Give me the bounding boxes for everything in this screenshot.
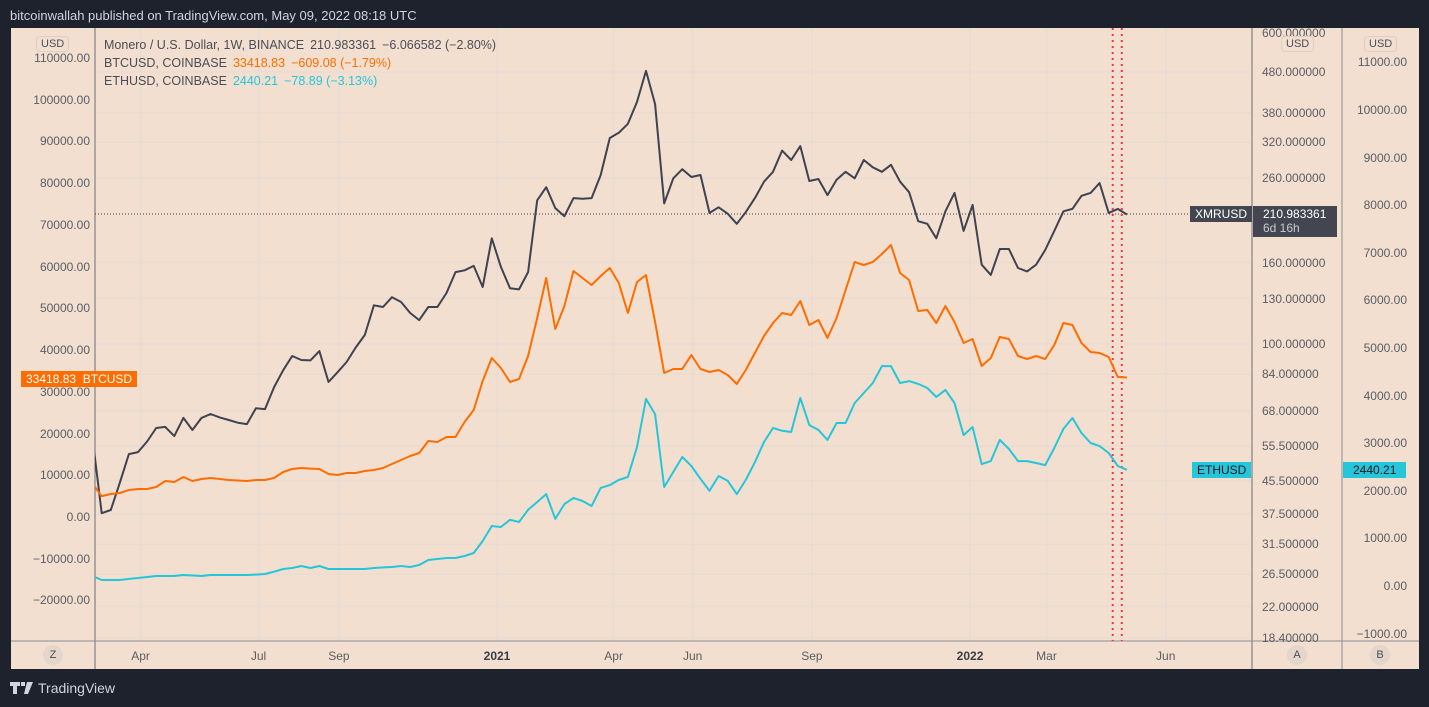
zoom-button[interactable]: Z bbox=[43, 645, 63, 665]
legend-row-btc[interactable]: BTCUSD, COINBASE 33418.83 −609.08 (−1.79%) bbox=[104, 56, 397, 70]
right-axis-tick: 7000.00 bbox=[1363, 245, 1407, 260]
auto-scale-button[interactable]: A bbox=[1287, 645, 1307, 665]
time-axis-tick: Sep bbox=[801, 649, 823, 663]
left-axis-tick: 10000.00 bbox=[39, 468, 90, 483]
legend-eth-name: ETHUSD, COINBASE bbox=[104, 74, 227, 88]
mid-axis-tick: 100.000000 bbox=[1262, 337, 1326, 351]
mid-axis-tick: 18.400000 bbox=[1262, 630, 1319, 645]
legend-xmr-price: 210.983361 bbox=[310, 38, 377, 52]
mid-axis-tick: 84.000000 bbox=[1262, 367, 1319, 382]
axis-borders bbox=[11, 28, 1419, 669]
mid-axis-tick: 68.000000 bbox=[1262, 403, 1319, 418]
btc-series-label: BTCUSD bbox=[82, 372, 133, 386]
legend-row-eth[interactable]: ETHUSD, COINBASE 2440.21 −78.89 (−3.13%) bbox=[104, 74, 383, 88]
legend-row-xmr[interactable]: Monero / U.S. Dollar, 1W, BINANCE 210.983… bbox=[104, 38, 502, 52]
right-axis-tick: 3000.00 bbox=[1363, 436, 1407, 451]
left-axis-tick: −20000.00 bbox=[32, 593, 90, 608]
right-axis-tick: 1000.00 bbox=[1363, 531, 1407, 546]
left-axis-tick: −10000.00 bbox=[32, 551, 90, 566]
left-axis-tick: 40000.00 bbox=[39, 343, 90, 358]
right-axis-tick: 2000.00 bbox=[1363, 483, 1407, 498]
mid-axis-tick: 22.000000 bbox=[1262, 599, 1319, 614]
mid-axis-tick: 260.000000 bbox=[1262, 171, 1326, 186]
xmr-line bbox=[95, 69, 1128, 515]
published-header: bitcoinwallah published on TradingView.c… bbox=[10, 8, 417, 23]
series-lines bbox=[95, 69, 1128, 581]
tradingview-logo-text: TradingView bbox=[38, 680, 116, 696]
right-axis-currency[interactable]: USD bbox=[1364, 36, 1398, 52]
mid-axis-tick: 380.000000 bbox=[1262, 105, 1326, 120]
left-axis-tick: 20000.00 bbox=[39, 426, 90, 441]
right-axis-tick: 11000.00 bbox=[1357, 55, 1407, 70]
mid-axis-tick: 55.500000 bbox=[1262, 439, 1319, 454]
right-axis-tick: 5000.00 bbox=[1363, 341, 1407, 355]
xmr-price-value: 210.983361 bbox=[1263, 207, 1327, 221]
time-axis-tick: Jun bbox=[683, 649, 703, 663]
btc-price-value: 33418.83 bbox=[26, 372, 77, 386]
time-axis-tick: 2022 bbox=[956, 649, 984, 663]
time-axis-tick: Jul bbox=[250, 649, 267, 663]
legend-xmr-name: Monero / U.S. Dollar, 1W, BINANCE bbox=[104, 38, 305, 52]
chart-panel[interactable] bbox=[11, 28, 1419, 669]
mid-axis-tick: 480.000000 bbox=[1262, 65, 1326, 79]
mid-axis-tick: 31.500000 bbox=[1262, 537, 1319, 552]
time-axis-tick: Apr bbox=[131, 649, 150, 663]
mid-axis-tick: 45.500000 bbox=[1262, 473, 1319, 488]
xmr-price-tag: 210.983361 6d 16h bbox=[1253, 206, 1337, 237]
mid-axis-tick: 130.000000 bbox=[1262, 291, 1326, 306]
legend-btc-price: 33418.83 bbox=[232, 56, 286, 70]
mid-axis-tick: 26.500000 bbox=[1262, 567, 1319, 582]
left-axis-tick: 110000.00 bbox=[34, 50, 90, 65]
xmr-series-label: XMRUSD bbox=[1190, 206, 1253, 222]
legend-btc-change: −609.08 (−1.79%) bbox=[291, 56, 392, 70]
left-axis-tick: 50000.00 bbox=[39, 301, 90, 316]
time-axis-tick: Jun bbox=[1156, 649, 1176, 663]
tradingview-logo-icon bbox=[10, 682, 33, 694]
left-axis-tick: 90000.00 bbox=[39, 134, 90, 149]
mid-axis-tick: 160.000000 bbox=[1262, 255, 1326, 270]
xmr-countdown: 6d 16h bbox=[1263, 221, 1300, 235]
eth-line bbox=[95, 365, 1128, 581]
eth-series-label: ETHUSD bbox=[1192, 462, 1252, 478]
mid-axis-tick: 320.000000 bbox=[1262, 135, 1326, 150]
left-axis-tick: 60000.00 bbox=[39, 259, 90, 274]
left-axis-tick: 30000.00 bbox=[39, 384, 90, 399]
left-axis-tick: 0.00 bbox=[66, 510, 90, 524]
time-axis-tick: Apr bbox=[604, 649, 623, 663]
mid-axis-tick: 37.500000 bbox=[1262, 507, 1319, 522]
time-axis-tick: Mar bbox=[1036, 649, 1057, 663]
eth-price-tag: 2440.21 bbox=[1343, 462, 1407, 478]
legend-btc-name: BTCUSD, COINBASE bbox=[104, 56, 227, 70]
time-axis-tick: 2021 bbox=[483, 649, 511, 663]
right-axis-tick: 4000.00 bbox=[1363, 388, 1407, 403]
left-axis-currency[interactable]: USD bbox=[36, 36, 70, 52]
legend-xmr-change: −6.066582 (−2.80%) bbox=[382, 38, 497, 52]
right-axis-button[interactable]: B bbox=[1370, 645, 1390, 665]
right-axis-tick: 0.00 bbox=[1383, 579, 1407, 593]
right-axis-tick: 6000.00 bbox=[1363, 293, 1407, 308]
legend-eth-change: −78.89 (−3.13%) bbox=[284, 74, 378, 88]
right-axis-tick: 10000.00 bbox=[1356, 103, 1407, 117]
right-axis-tick: 8000.00 bbox=[1363, 198, 1407, 213]
legend-eth-price: 2440.21 bbox=[232, 74, 279, 88]
left-axis-tick: 70000.00 bbox=[39, 217, 90, 232]
marker-lines bbox=[1111, 28, 1123, 641]
tradingview-logo[interactable]: TradingView bbox=[10, 680, 115, 696]
time-axis-tick: Sep bbox=[328, 649, 350, 663]
grid-lines bbox=[95, 28, 1252, 641]
left-axis-tick: 80000.00 bbox=[39, 176, 90, 191]
btc-line bbox=[95, 244, 1127, 498]
mid-axis-currency[interactable]: USD bbox=[1281, 36, 1315, 52]
btc-price-tag: 33418.83 BTCUSD bbox=[21, 371, 138, 387]
left-axis-tick: 100000.00 bbox=[33, 92, 90, 107]
right-axis-tick: −1000.00 bbox=[1356, 626, 1407, 641]
right-axis-tick: 9000.00 bbox=[1363, 150, 1407, 165]
